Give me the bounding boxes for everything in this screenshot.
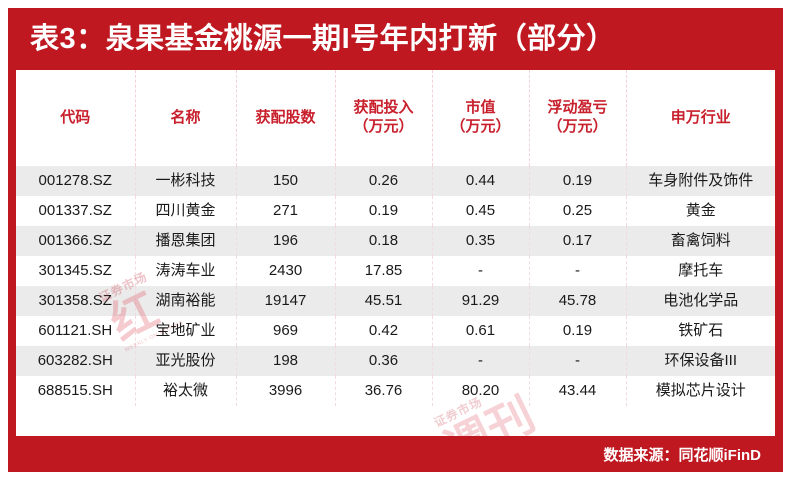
cell-market-value: 0.35 bbox=[432, 226, 530, 256]
cell-shares: 198 bbox=[236, 346, 336, 376]
cell-code: 301358.SZ bbox=[16, 286, 136, 316]
cell-name: 涛涛车业 bbox=[135, 256, 237, 286]
cell-shares: 3996 bbox=[236, 376, 336, 406]
column-header-industry-label: 申万行业 bbox=[670, 108, 731, 126]
cell-invested: 0.18 bbox=[335, 226, 433, 256]
table-row: 001278.SZ 一彬科技 150 0.26 0.44 0.19 车身附件及饰件 bbox=[16, 166, 775, 196]
table-header: 代码 名称 获配股数 获配投入 （万元） 市值 bbox=[16, 70, 775, 166]
cell-invested: 17.85 bbox=[335, 256, 433, 286]
header-row: 代码 名称 获配股数 获配投入 （万元） 市值 bbox=[16, 70, 775, 166]
cell-market-value: 0.45 bbox=[432, 196, 530, 226]
cell-code: 001337.SZ bbox=[16, 196, 136, 226]
data-table: 代码 名称 获配股数 获配投入 （万元） 市值 bbox=[16, 70, 775, 406]
table-row: 688515.SH 裕太微 3996 36.76 80.20 43.44 模拟芯片设计 bbox=[16, 376, 775, 406]
cell-industry: 电池化学品 bbox=[626, 286, 775, 316]
page-title: 表3：泉果基金桃源一期I号年内打新（部分） bbox=[30, 22, 616, 55]
table-body: 001278.SZ 一彬科技 150 0.26 0.44 0.19 车身附件及饰件 00133… bbox=[16, 166, 775, 406]
cell-shares: 2430 bbox=[236, 256, 336, 286]
table-row: 601121.SH 宝地矿业 969 0.42 0.61 0.19 铁矿石 bbox=[16, 316, 775, 346]
cell-industry: 畜禽饲料 bbox=[626, 226, 775, 256]
column-header-name-label: 名称 bbox=[170, 108, 201, 126]
cell-code: 688515.SH bbox=[16, 376, 136, 406]
cell-invested: 0.42 bbox=[335, 316, 433, 346]
cell-name: 亚光股份 bbox=[135, 346, 237, 376]
footer-band: 数据来源：同花顺iFinD bbox=[8, 436, 783, 472]
cell-float-pnl: 0.17 bbox=[529, 226, 627, 256]
cell-industry: 摩托车 bbox=[678, 262, 724, 279]
table-area: 证券市场 红 WEEKLY ON STOCKS 证券市场 週刊 WEEKLY O… bbox=[16, 70, 775, 436]
cell-name: 裕太微 bbox=[135, 376, 237, 406]
cell-float-pnl: 0.19 bbox=[529, 316, 627, 346]
table-row: 001366.SZ 播恩集团 196 0.18 0.35 0.17 畜禽饲料 bbox=[16, 226, 775, 256]
cell-name: 播恩集团 bbox=[135, 226, 237, 256]
column-header-code: 代码 bbox=[16, 70, 136, 166]
column-header-float-pnl: 浮动盈亏 （万元） bbox=[529, 70, 627, 166]
cell-code: 001278.SZ bbox=[16, 166, 136, 196]
cell-industry: 车身附件及饰件 bbox=[626, 166, 775, 196]
cell-float-pnl: - bbox=[529, 346, 627, 376]
cell-shares: 196 bbox=[236, 226, 336, 256]
column-header-code-label: 代码 bbox=[60, 108, 91, 126]
cell-code: 601121.SH bbox=[16, 316, 136, 346]
column-header-market-value-label: 市值 bbox=[465, 99, 496, 117]
cell-industry: 铁矿石 bbox=[678, 322, 724, 339]
cell-shares: 969 bbox=[236, 316, 336, 346]
table-row: 301345.SZ 涛涛车业 2430 17.85- - 摩托车 bbox=[16, 256, 775, 286]
column-header-float-pnl-label: 浮动盈亏 bbox=[547, 99, 608, 117]
column-header-shares-label: 获配股数 bbox=[255, 108, 316, 126]
table-row: 001337.SZ 四川黄金 271 0.19 0.45 0.25 黄金 bbox=[16, 196, 775, 226]
column-header-invested: 获配投入 （万元） bbox=[335, 70, 433, 166]
column-header-shares: 获配股数 bbox=[236, 70, 336, 166]
cell-name: 一彬科技 bbox=[135, 166, 237, 196]
column-header-invested-label: 获配投入 bbox=[353, 99, 414, 117]
cell-float-pnl: 0.19 bbox=[529, 166, 627, 196]
cell-industry: 黄金 bbox=[685, 202, 716, 219]
cell-name: 四川黄金 bbox=[135, 196, 237, 226]
column-header-market-value-unit: （万元） bbox=[450, 118, 511, 135]
cell-invested: 0.36 bbox=[335, 346, 433, 376]
column-header-invested-unit: （万元） bbox=[353, 118, 414, 135]
title-band: 表3：泉果基金桃源一期I号年内打新（部分） bbox=[8, 8, 783, 70]
cell-industry: 环保设备III bbox=[626, 346, 775, 376]
data-source-note: 数据来源：同花顺iFinD bbox=[603, 446, 762, 464]
cell-market-value: 0.44 bbox=[432, 166, 530, 196]
cell-code: 301345.SZ bbox=[16, 256, 136, 286]
cell-market-value: - bbox=[432, 256, 530, 286]
cell-shares: 271 bbox=[236, 196, 336, 226]
cell-float-pnl: - bbox=[529, 256, 627, 286]
cell-name: 宝地矿业 bbox=[135, 316, 237, 346]
cell-code: 603282.SH bbox=[16, 346, 136, 376]
cell-industry: 模拟芯片设计 bbox=[655, 382, 746, 399]
cell-float-pnl: 0.25 bbox=[529, 196, 627, 226]
cell-code: 001366.SZ bbox=[16, 226, 136, 256]
column-header-float-pnl-unit: （万元） bbox=[547, 118, 608, 135]
cell-invested: 36.76 bbox=[335, 376, 433, 406]
cell-invested: 0.19 bbox=[335, 196, 433, 226]
cell-invested: 0.26 bbox=[335, 166, 433, 196]
column-header-name: 名称 bbox=[135, 70, 237, 166]
cell-shares: 19147 bbox=[236, 286, 336, 316]
table-row: 301358.SZ 湖南裕能 19147 45.51 91.29 45.78 电池化学品 bbox=[16, 286, 775, 316]
red-frame: 表3：泉果基金桃源一期I号年内打新（部分） 证券市场 红 WEEKLY ON S… bbox=[8, 8, 783, 472]
cell-market-value: 80.20 bbox=[432, 376, 530, 406]
column-header-market-value: 市值 （万元） bbox=[432, 70, 530, 166]
cell-shares: 150 bbox=[236, 166, 336, 196]
cell-market-value: 0.61 bbox=[432, 316, 530, 346]
cell-float-pnl: 45.78 bbox=[529, 286, 627, 316]
cell-name: 湖南裕能 bbox=[135, 286, 237, 316]
cell-invested: 45.51 bbox=[335, 286, 433, 316]
table-row: 603282.SH 亚光股份 198 0.36- - 环保设备III bbox=[16, 346, 775, 376]
cell-market-value: 91.29 bbox=[432, 286, 530, 316]
column-header-industry: 申万行业 bbox=[626, 70, 775, 166]
cell-float-pnl: 43.44 bbox=[529, 376, 627, 406]
cell-market-value: - bbox=[432, 346, 530, 376]
